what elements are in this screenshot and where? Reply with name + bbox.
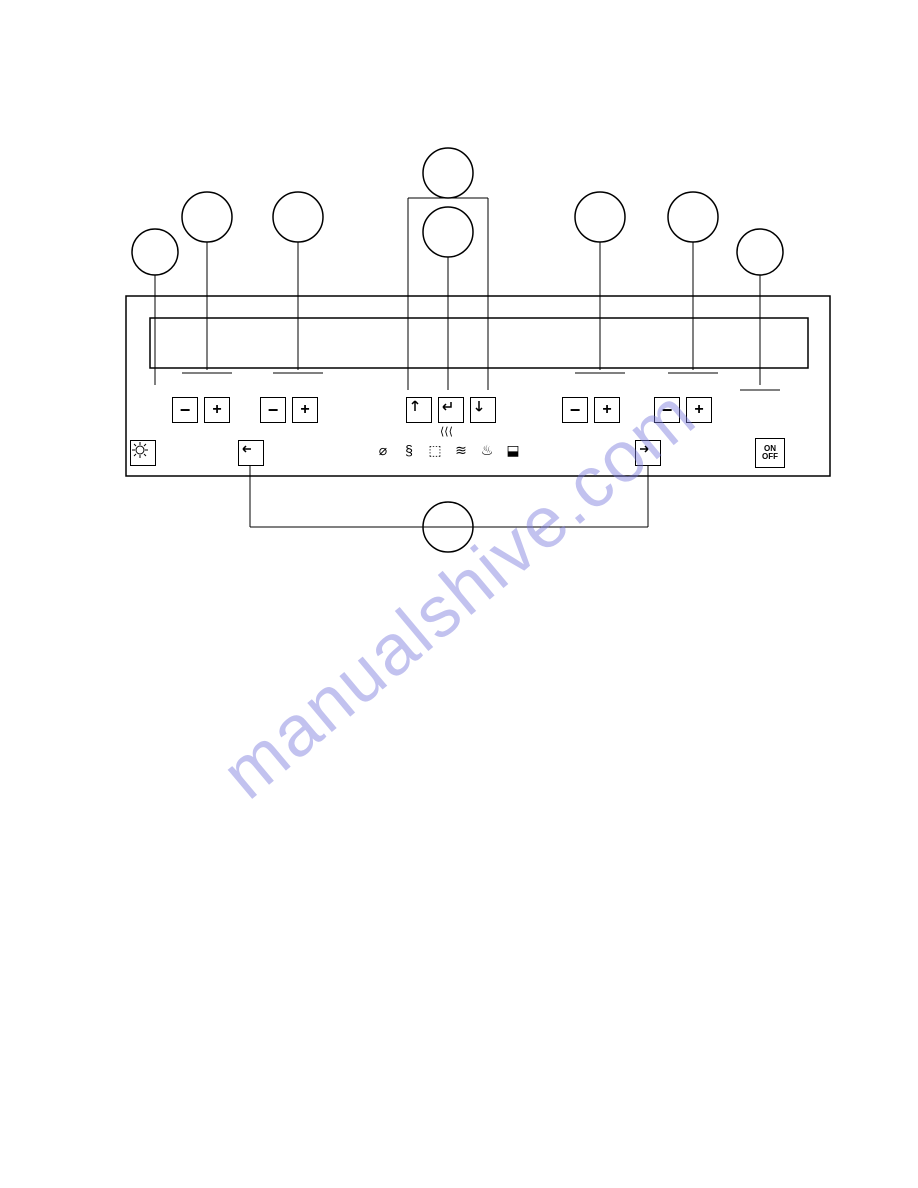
- onoff-button[interactable]: ON OFF: [755, 438, 785, 468]
- mode-icon-row: ⌀ § ⬚ ≋ ♨ ⬓: [373, 440, 523, 460]
- onoff-off: OFF: [762, 453, 778, 461]
- diagram-svg: [0, 0, 918, 1188]
- minus-button-0[interactable]: [172, 397, 198, 423]
- minus-button-1[interactable]: [260, 397, 286, 423]
- plus-button-0[interactable]: [204, 397, 230, 423]
- mode-icon-3: ≋: [451, 440, 471, 460]
- scroll-decoration: ⟨⟨⟨: [440, 425, 453, 438]
- arrow-right-button[interactable]: [635, 440, 661, 466]
- down-button[interactable]: [470, 397, 496, 423]
- minus-button-2[interactable]: [562, 397, 588, 423]
- arrow-left-button[interactable]: [238, 440, 264, 466]
- plus-button-1[interactable]: [292, 397, 318, 423]
- minus-button-3[interactable]: [654, 397, 680, 423]
- mode-icon-2: ⬚: [425, 440, 445, 460]
- enter-button[interactable]: [438, 397, 464, 423]
- panel-display: [150, 318, 808, 368]
- mode-icon-0: ⌀: [373, 440, 393, 460]
- up-button[interactable]: [406, 397, 432, 423]
- light-button[interactable]: [130, 440, 156, 466]
- callouts: [132, 148, 783, 552]
- mode-icon-4: ♨: [477, 440, 497, 460]
- plus-button-3[interactable]: [686, 397, 712, 423]
- mode-icon-5: ⬓: [503, 440, 523, 460]
- under-display-connectors: [182, 373, 780, 390]
- plus-button-2[interactable]: [594, 397, 620, 423]
- mode-icon-1: §: [399, 440, 419, 460]
